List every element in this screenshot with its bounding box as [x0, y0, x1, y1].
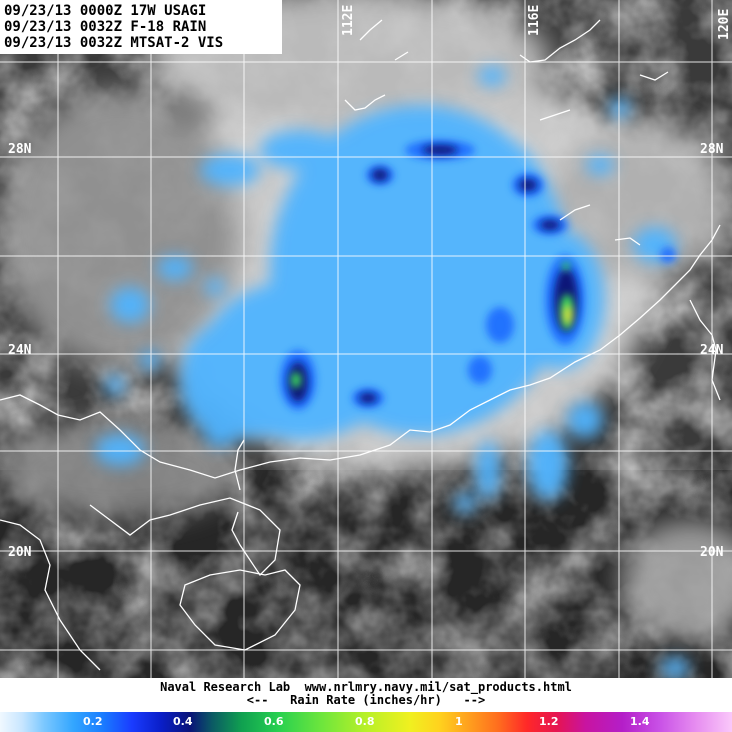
rain-rate-overlay	[95, 66, 689, 678]
header-line-vis-sensor: 09/23/13 0032Z MTSAT-2 VIS	[4, 35, 224, 51]
colorbar-tick-0.4: 0.4	[173, 715, 193, 728]
colorbar-tick-0.6: 0.6	[264, 715, 284, 728]
colorbar-tick-1.4: 1.4	[630, 715, 650, 728]
lat-label-28-left: 28N	[8, 142, 32, 157]
colorbar-tick-0.8: 0.8	[355, 715, 375, 728]
header-line-storm: 09/23/13 0000Z 17W USAGI	[4, 3, 207, 19]
lon-label-120: 120E	[717, 9, 732, 40]
header-line-rain-sensor: 09/23/13 0032Z F-18 RAIN	[4, 19, 207, 35]
colorbar-tick-1.2: 1.2	[539, 715, 559, 728]
coastlines	[0, 19, 721, 671]
scale-title: <-- Rain Rate (inches/hr) -->	[246, 693, 486, 707]
satellite-map: 112E 116E 120E 28N 28N 24N 24N 20N 20N	[0, 0, 732, 678]
colorbar-tick-1: 1	[455, 715, 463, 728]
lon-label-112: 112E	[341, 5, 356, 36]
rain-rate-colorbar	[0, 712, 732, 732]
product-header: 09/23/13 0000Z 17W USAGI 09/23/13 0032Z …	[0, 0, 282, 54]
lat-label-24-left: 24N	[8, 343, 32, 358]
lat-label-28-right: 28N	[700, 142, 724, 157]
product-footer: Naval Research Lab www.nrlmry.navy.mil/s…	[0, 678, 732, 712]
lat-label-20-left: 20N	[8, 545, 32, 560]
lat-lon-grid	[0, 0, 732, 678]
lon-label-116: 116E	[527, 5, 542, 36]
lat-label-24-right: 24N	[700, 343, 724, 358]
lat-label-20-right: 20N	[700, 545, 724, 560]
colorbar-tick-0.2: 0.2	[83, 715, 103, 728]
credit-text: Naval Research Lab www.nrlmry.navy.mil/s…	[160, 680, 572, 694]
